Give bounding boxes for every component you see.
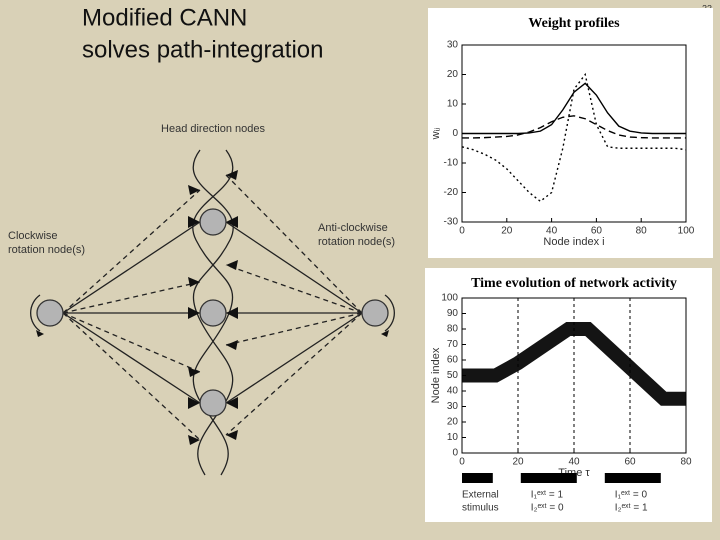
y-tick-label: -10 bbox=[444, 158, 459, 169]
y-tick-label: 30 bbox=[447, 401, 459, 412]
series-line bbox=[462, 322, 686, 406]
x-axis-label: Node index i bbox=[543, 236, 604, 248]
x-tick-label: 60 bbox=[624, 457, 636, 468]
x-tick-label: 40 bbox=[546, 226, 558, 237]
network-diagram bbox=[30, 149, 395, 476]
stimulus-bar bbox=[520, 473, 577, 483]
x-tick-label: 20 bbox=[512, 457, 524, 468]
x-tick-label: 40 bbox=[568, 457, 580, 468]
diagram-label: rotation node(s) bbox=[8, 244, 85, 256]
series-line bbox=[462, 115, 686, 139]
x-tick-label: 0 bbox=[459, 457, 465, 468]
x-tick-label: 80 bbox=[636, 226, 648, 237]
plot-frame bbox=[461, 44, 687, 223]
y-tick-label: 50 bbox=[447, 370, 459, 381]
stimulus-annotation: I₂ᵉˣᵗ = 0 bbox=[531, 503, 564, 514]
x-tick-label: 20 bbox=[501, 226, 513, 237]
y-tick-label: 40 bbox=[447, 386, 459, 397]
x-tick-label: 60 bbox=[591, 226, 603, 237]
y-tick-label: 0 bbox=[452, 128, 458, 139]
stimulus-annotation: I₁ᵉˣᵗ = 1 bbox=[531, 490, 564, 501]
plot-frame bbox=[461, 297, 687, 454]
y-tick-label: 10 bbox=[447, 432, 459, 443]
series-line bbox=[461, 72, 687, 203]
chart-title: Weight profiles bbox=[528, 16, 620, 31]
title-line: Modified CANN bbox=[82, 4, 247, 31]
y-tick-label: -20 bbox=[444, 187, 459, 198]
y-tick-label: -30 bbox=[444, 217, 459, 228]
series-line bbox=[462, 82, 686, 135]
y-tick-label: 90 bbox=[447, 308, 459, 319]
y-axis-label: Node index bbox=[430, 347, 442, 403]
stimulus-bar bbox=[462, 473, 493, 483]
y-tick-label: 60 bbox=[447, 355, 459, 366]
y-tick-label: 70 bbox=[447, 339, 459, 350]
stimulus-bar bbox=[604, 473, 661, 483]
y-tick-label: 20 bbox=[447, 417, 459, 428]
stimulus-annotation: I₂ᵉˣᵗ = 1 bbox=[615, 503, 648, 514]
stimulus-annotation: I₁ᵉˣᵗ = 0 bbox=[615, 490, 648, 501]
chart-title: Time evolution of network activity bbox=[471, 276, 677, 291]
diagram-label: Clockwise bbox=[8, 230, 58, 242]
diagram-label: rotation node(s) bbox=[318, 236, 395, 248]
diagram-label: Head direction nodes bbox=[161, 123, 265, 135]
y-tick-label: 20 bbox=[447, 69, 459, 80]
diagram-label: Anti-clockwise bbox=[318, 222, 388, 234]
x-tick-label: 0 bbox=[459, 226, 465, 237]
stimulus-label: External bbox=[462, 490, 499, 501]
title-line: solves path-integration bbox=[82, 36, 323, 63]
x-tick-label: 80 bbox=[680, 457, 692, 468]
stimulus-label: stimulus bbox=[462, 503, 499, 514]
y-tick-label: 80 bbox=[447, 324, 459, 335]
y-tick-label: 0 bbox=[452, 448, 458, 459]
x-tick-label: 100 bbox=[678, 226, 695, 237]
y-tick-label: 30 bbox=[447, 40, 459, 51]
y-axis-label: wᵢⱼ bbox=[430, 128, 442, 141]
y-tick-label: 100 bbox=[441, 293, 458, 304]
y-tick-label: 10 bbox=[447, 99, 459, 110]
